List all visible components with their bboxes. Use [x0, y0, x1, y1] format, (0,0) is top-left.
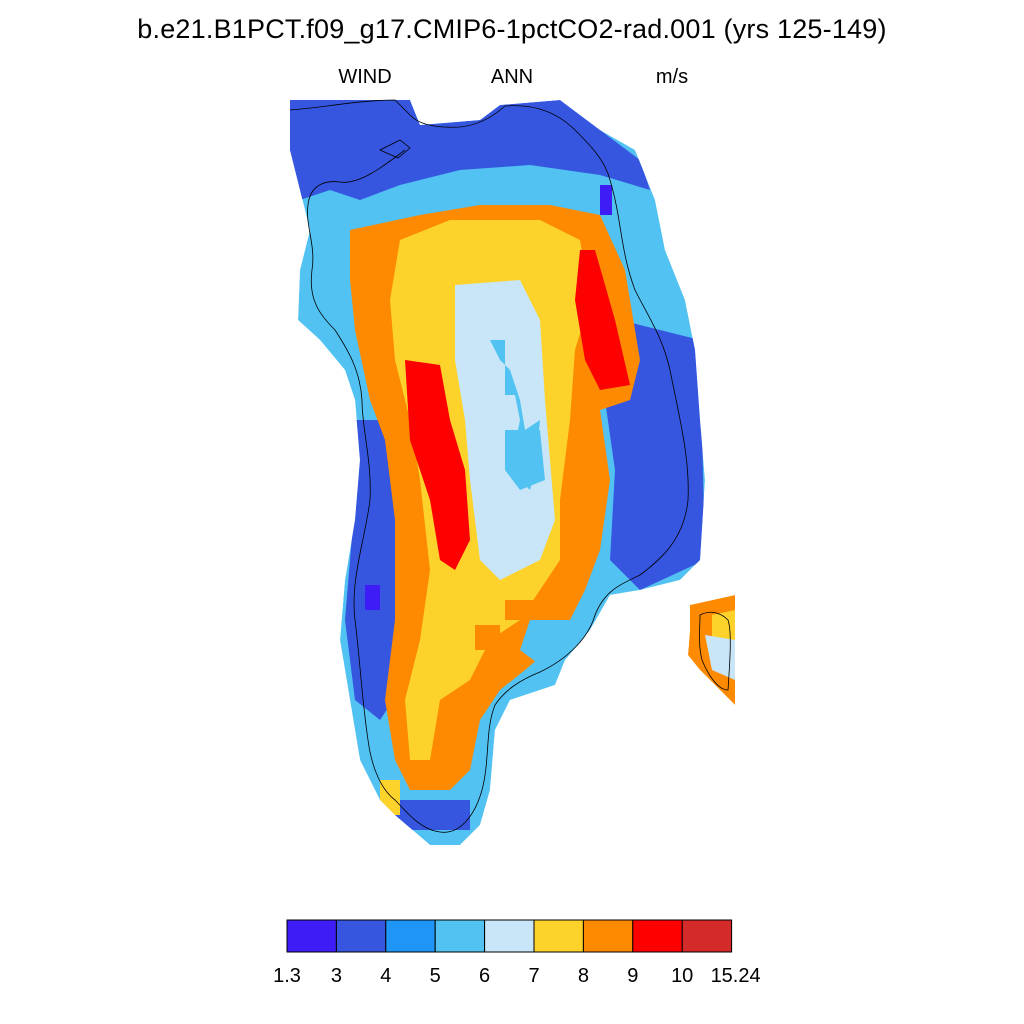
colorbar-tick-label: 10	[671, 965, 693, 987]
colorbar-tick-label: 4	[380, 965, 391, 987]
colorbar-tick-label: 9	[627, 965, 638, 987]
colorbar-swatch	[533, 919, 584, 953]
colorbar-tick-label: 6	[479, 965, 490, 987]
subtitle-season: ANN	[490, 66, 534, 88]
coastline	[289, 99, 731, 833]
colorbar-swatch	[286, 919, 337, 953]
colorbar-tick-label: 7	[528, 965, 539, 987]
colorbar-tick-label: 5	[430, 965, 441, 987]
subtitle-variable: WIND	[338, 66, 392, 88]
colorbar-swatch	[434, 919, 486, 953]
plot-title: b.e21.B1PCT.f09_g17.CMIP6-1pctCO2-rad.00…	[137, 14, 887, 44]
colorbar-swatch	[385, 919, 436, 953]
colorbar-tick-label: 3	[331, 965, 342, 987]
colorbar-swatch	[582, 919, 634, 953]
colorbar-tick-label: 15.24	[711, 965, 761, 987]
subtitle-units: m/s	[655, 66, 689, 88]
greenland-wind-field	[290, 100, 705, 845]
colorbar-swatch	[632, 919, 683, 953]
colorbar-swatch	[484, 919, 535, 953]
colorbar-swatch	[335, 919, 387, 953]
colorbar-tick-label: 8	[578, 965, 589, 987]
colorbar-tick-label: 1.3	[273, 965, 301, 987]
colorbar-swatch	[681, 919, 733, 953]
